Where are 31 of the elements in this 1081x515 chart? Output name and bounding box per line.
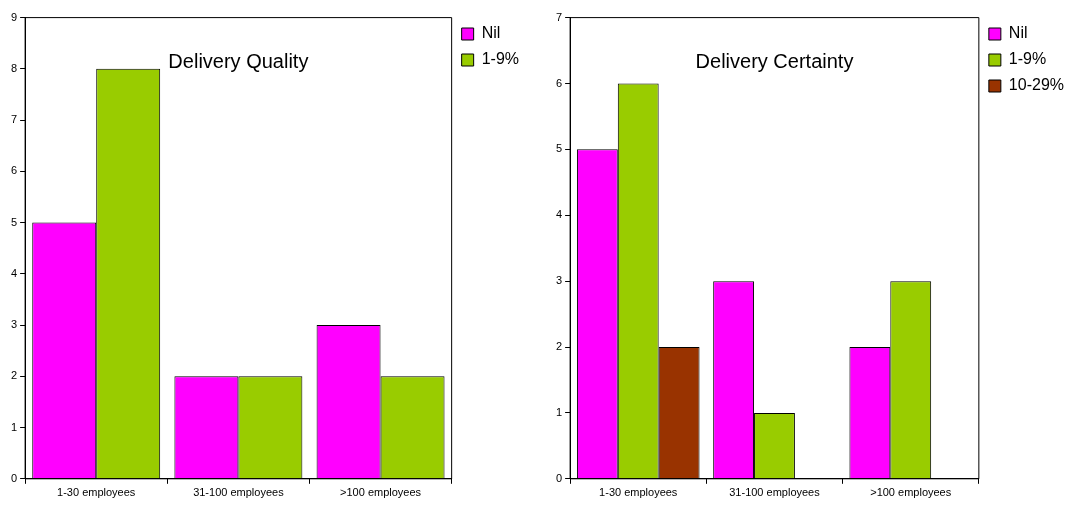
y-tick-label: 0 [10,471,18,484]
y-tick-label: 6 [555,76,563,89]
y-tick-label: 9 [10,10,18,23]
x-tick-label: 1-30 employees [57,486,136,499]
legend-label: 10-29% [1008,76,1065,94]
y-tick-label: 3 [555,274,563,287]
y-tick-label: 4 [555,208,563,221]
text: Delivery Certainty [695,50,854,73]
y-tick-label: 6 [10,164,18,177]
y-tick-label: 1 [10,420,18,433]
legend-label: Nil [1008,24,1028,42]
y-tick-label: 5 [10,215,18,228]
y-tick-label: 0 [555,471,563,484]
legend-label: 1-9% [481,50,520,68]
text: Delivery Quality [168,50,309,73]
x-tick-label: 31-100 employees [193,486,285,499]
x-tick-label: >100 employees [870,486,952,499]
y-tick-label: 5 [555,142,563,155]
x-tick-label: 31-100 employees [729,486,821,499]
y-tick-label: 8 [10,61,18,74]
y-tick-label: 7 [10,113,18,126]
y-tick-label: 2 [555,340,563,353]
legend-label: Nil [481,24,501,42]
legend-label: 1-9% [1008,50,1047,68]
y-tick-label: 4 [10,266,18,279]
y-tick-label: 3 [10,318,18,331]
x-tick-label: >100 employees [340,486,422,499]
y-tick-label: 2 [10,369,18,382]
y-tick-label: 1 [555,405,563,418]
y-tick-label: 7 [555,10,563,23]
x-tick-label: 1-30 employees [599,486,678,499]
